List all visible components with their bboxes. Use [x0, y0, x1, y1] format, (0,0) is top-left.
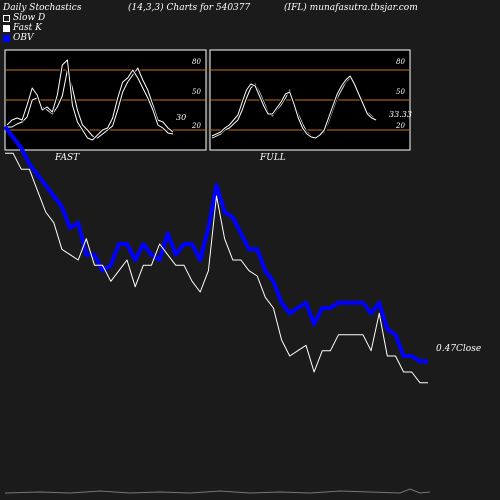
- chart-title: Daily Stochastics: [3, 3, 82, 13]
- legend-label-obv: OBV: [13, 33, 34, 43]
- close-price-line: [5, 152, 428, 384]
- fast-panel-lines: 80 50 20: [5, 58, 201, 142]
- full-panel-label: FULL: [259, 153, 286, 163]
- full-band-label-50: 50: [396, 88, 405, 96]
- fast-slow-d-line: [7, 67, 174, 139]
- fast-last-value-label: 30: [176, 113, 186, 122]
- chart-symbol: (IFL) munafasutra.tbsjar.com: [284, 3, 418, 13]
- full-band-label-80: 80: [396, 58, 405, 66]
- volume-trace: [4, 488, 431, 494]
- full-fast-k-line: [211, 75, 377, 139]
- full-band-label-20: 20: [395, 122, 405, 130]
- price-obv-lines: [3, 125, 428, 384]
- obv-swatch: [3, 34, 10, 42]
- legend-label-fast-k: Fast K: [13, 23, 42, 33]
- fast-k-swatch: [3, 24, 10, 32]
- full-last-value-label: 33.33: [389, 110, 412, 119]
- fast-band-label-20: 20: [191, 122, 201, 130]
- full-panel-lines: 80 50 20: [211, 58, 405, 140]
- fast-panel-label: FAST: [54, 153, 80, 163]
- close-end-label: 0.47Close: [436, 344, 481, 354]
- legend-obv: OBV: [3, 33, 34, 43]
- legend-fast-k: Fast K: [3, 23, 42, 33]
- legend-label-slow-d: Slow D: [13, 13, 46, 23]
- fast-band-label-50: 50: [192, 88, 201, 96]
- obv-line: [3, 125, 428, 364]
- fast-fast-k-line: [6, 59, 174, 141]
- fast-band-label-80: 80: [192, 58, 201, 66]
- legend-slow-d: Slow D: [3, 13, 45, 23]
- slow-d-swatch: [3, 14, 10, 22]
- chart-params: (14,3,3) Charts for 540377: [128, 3, 251, 13]
